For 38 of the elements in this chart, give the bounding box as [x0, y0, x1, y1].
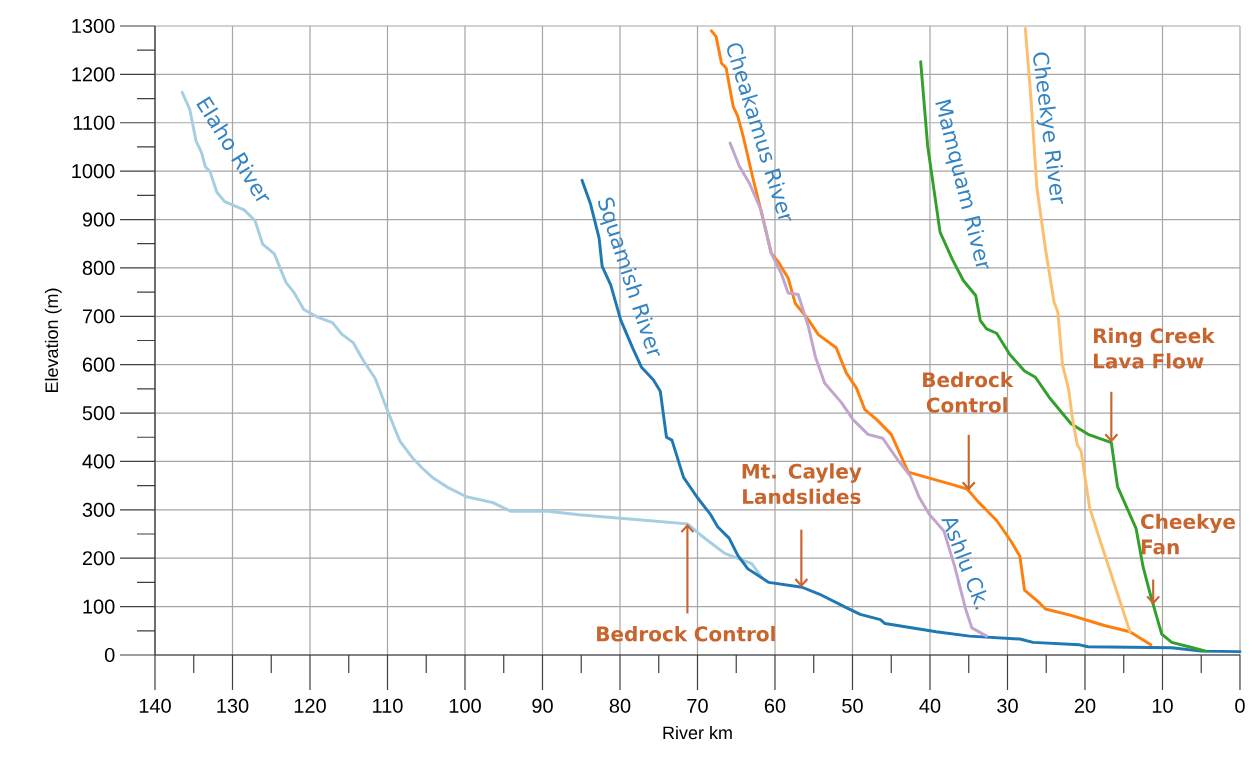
y-tick-label: 500: [82, 405, 115, 421]
x-tick-label: 110: [373, 698, 403, 713]
x-tick-label: 50: [842, 698, 863, 713]
y-tick-label: 1300: [72, 18, 115, 34]
x-tick-label: 100: [449, 698, 481, 713]
y-tick-label: 0: [104, 647, 115, 663]
text: Ashlu Ck.: [941, 519, 987, 610]
y-tick-label: 200: [82, 551, 115, 566]
x-tick-label: 120: [294, 698, 326, 713]
annotation: Cheekye Fan: [1141, 513, 1236, 555]
annotation: Bedrock Control: [923, 371, 1014, 413]
y-tick-label: 1200: [72, 67, 115, 82]
annotation: Bedrock Control: [597, 625, 775, 642]
x-tick-label: 0: [1235, 698, 1245, 713]
x-axis-title: River km: [663, 726, 732, 740]
annotation: Mt. Cayley Landslides: [742, 463, 862, 505]
x-tick-label: 40: [919, 698, 941, 713]
y-tick-label: 700: [82, 309, 115, 324]
y-tick-label: 1100: [73, 115, 115, 130]
text: Cheekye River: [1033, 52, 1064, 205]
x-tick-label: 20: [1074, 698, 1096, 713]
x-tick-label: 70: [687, 698, 708, 713]
x-tick-label: 130: [217, 698, 249, 713]
x-tick-label: 10: [1152, 698, 1173, 713]
x-tick-label: 60: [764, 698, 786, 713]
y-tick-label: 600: [82, 357, 115, 372]
y-tick-label: 100: [83, 599, 115, 614]
annotation: Ring Creek Lava Flow: [1093, 327, 1215, 369]
y-tick-label: 300: [82, 502, 115, 517]
x-tick-label: 80: [609, 698, 631, 713]
y-tick-label: 800: [82, 260, 115, 275]
x-tick-label: 90: [532, 698, 553, 713]
x-tick-label: 140: [139, 698, 171, 713]
y-tick-label: 900: [82, 212, 115, 227]
x-tick-label: 30: [997, 698, 1018, 713]
y-tick-label: 1000: [72, 164, 115, 179]
y-tick-label: 400: [82, 454, 115, 469]
y-axis-title: Elevation (m): [44, 288, 62, 393]
